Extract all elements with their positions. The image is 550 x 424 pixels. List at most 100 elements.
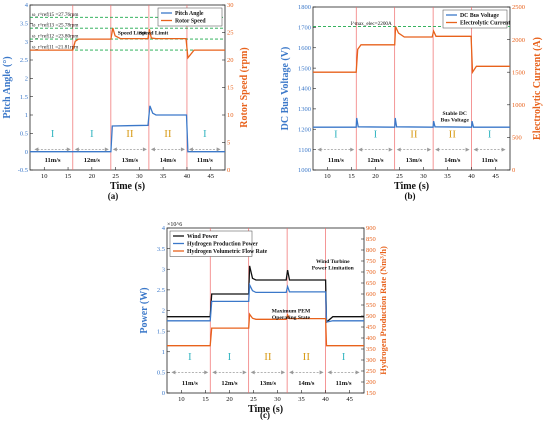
x-tick-label: 45 (492, 173, 499, 180)
y-right-tick-label: 300 (366, 357, 376, 364)
reference-line-label: I^max_elec=2200A (351, 21, 392, 27)
y-left-tick-label: 0 (25, 149, 28, 156)
regime-label: I (188, 351, 192, 363)
x-axis-label: Time (s) (394, 181, 429, 192)
arrow-head-left (250, 370, 255, 375)
arrow-head-right (427, 147, 432, 152)
x-tick-label: 25 (396, 173, 403, 180)
arrow-head-left (473, 147, 478, 152)
y-right-tick-label: 2500 (512, 4, 525, 11)
y-left-tick-label: 1100 (298, 147, 311, 154)
reference-line-label: ω_r^ref|15 =27.76rpm (32, 11, 78, 18)
arrow-head-right (142, 147, 147, 152)
y-multiplier-label: ×10^6 (167, 222, 182, 228)
regime-label: II (449, 128, 457, 140)
x-tick-label: 15 (65, 173, 72, 180)
y-right-axis-label: Electrolytic Current (A) (532, 37, 543, 140)
x-tick-label: 30 (136, 173, 143, 180)
arrow-head-right (501, 147, 506, 152)
x-axis-label: Time (s) (110, 181, 145, 192)
legend-box (169, 230, 253, 257)
x-tick-label: 35 (444, 173, 451, 180)
reference-line-label: ω_r^ref|11 =21.81rpm (32, 44, 78, 51)
arrow-head-left (112, 147, 117, 152)
y-right-tick-label: 30 (227, 2, 234, 9)
regime-label: II (126, 128, 134, 140)
y-right-tick-label: 0 (512, 167, 515, 174)
wind-speed-label: 12m/s (84, 157, 101, 164)
panel-caption: (c) (260, 410, 270, 420)
y-right-tick-label: 400 (366, 335, 376, 342)
x-tick-label: 20 (89, 173, 96, 180)
regime-label: II (303, 351, 311, 363)
x-axis-label: Time (s) (248, 404, 283, 415)
wind-speed-label: 12m/s (367, 157, 384, 164)
arrow-head-left (171, 370, 176, 375)
arrow-head-left (358, 147, 363, 152)
legend-entry: Electrolytic Current (460, 21, 510, 27)
regime-label: I (334, 128, 338, 140)
wind-speed-label: 11m/s (45, 157, 61, 164)
y-left-tick-label: 1400 (298, 86, 311, 93)
x-tick-label: 40 (468, 173, 475, 180)
wind-speed-label: 14m/s (160, 157, 177, 164)
wind-speed-label: 12m/s (221, 380, 238, 387)
y-right-tick-label: 550 (366, 302, 376, 309)
y-left-tick-label: 1 (25, 112, 28, 119)
panel-c: 10 15 20 25 30 35 40 4500.511.522.533.541502002… (139, 222, 388, 420)
arrow-head-left (34, 147, 39, 152)
y-left-tick-label: 1300 (298, 106, 311, 113)
x-tick-label: 15 (348, 173, 355, 180)
y-right-tick-label: 350 (366, 346, 376, 353)
plot-frame (312, 6, 511, 171)
y-right-tick-label: 900 (366, 225, 376, 232)
legend-entry: Wind Power (187, 234, 218, 240)
wind-speed-label: 13m/s (260, 380, 277, 387)
wind-speed-label: 11m/s (197, 157, 213, 164)
annotation-text: Wind Turbine (316, 259, 350, 265)
wind-speed-label: 14m/s (444, 157, 461, 164)
annotation-text: Speed Limit (139, 31, 168, 37)
y-left-tick-label: 4 (25, 2, 29, 9)
x-tick-label: 20 (372, 173, 379, 180)
regime-label: II (264, 351, 272, 363)
wind-speed-label: 11m/s (336, 380, 352, 387)
y-right-tick-label: 850 (366, 236, 376, 243)
y-left-tick-label: 1600 (298, 45, 311, 52)
y-right-tick-label: 600 (366, 291, 376, 298)
x-tick-label: 40 (184, 173, 191, 180)
y-right-axis-label: Hydrogen Production Rate (Nm³/h) (378, 246, 388, 375)
series-line-electrolytic-current (313, 26, 510, 75)
y-right-tick-label: 1500 (512, 69, 525, 76)
arrow-head-left (188, 147, 193, 152)
arrow-head-right (281, 370, 286, 375)
regime-label: II (164, 128, 172, 140)
wind-speed-label: 11m/s (182, 380, 198, 387)
legend-box (157, 7, 223, 27)
x-tick-label: 10 (324, 173, 331, 180)
y-right-tick-label: 0 (227, 167, 230, 174)
y-right-tick-label: 450 (366, 324, 376, 331)
wind-speed-label: 13m/s (122, 157, 139, 164)
y-right-tick-label: 650 (366, 280, 376, 287)
regime-label: I (342, 351, 346, 363)
series-line-dc-bus-voltage (313, 117, 510, 128)
regime-label: I (51, 128, 55, 140)
x-tick-label: 25 (250, 396, 257, 403)
arrow-head-right (355, 370, 360, 375)
x-tick-label: 10 (178, 396, 185, 403)
panel-a: ω_r^ref|15 =27.76rpm ω_r^ref|13 =25.78rpm… (2, 2, 250, 201)
y-left-tick-label: 3.5 (157, 246, 165, 253)
annotation-text: Speed Limit (118, 31, 147, 37)
x-tick-label: 15 (202, 396, 209, 403)
arrow-head-left (327, 370, 332, 375)
y-right-tick-label: 2000 (512, 37, 525, 44)
series-line-pitch-angle (30, 105, 225, 153)
arrow-head-left (289, 370, 294, 375)
y-left-tick-label: 4 (162, 225, 166, 232)
regime-label: I (90, 128, 94, 140)
y-left-axis-label: DC Bus Voltage (V) (280, 47, 291, 131)
y-right-tick-label: 200 (366, 379, 376, 386)
arrow-head-right (388, 147, 393, 152)
y-left-tick-label: -0.5 (18, 167, 28, 174)
